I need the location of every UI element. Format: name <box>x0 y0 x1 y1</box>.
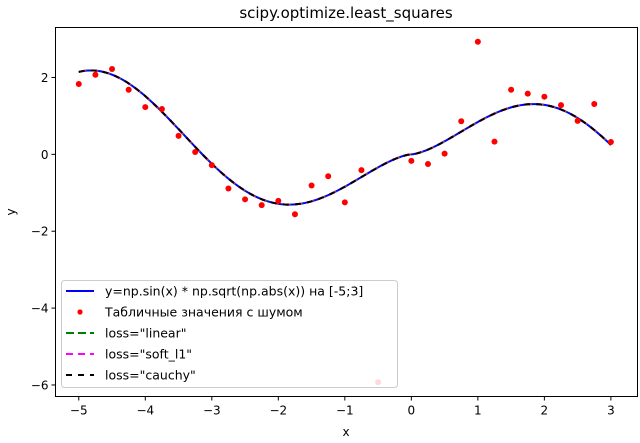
legend-box <box>61 280 398 388</box>
data-point <box>591 100 598 107</box>
data-point <box>491 138 498 145</box>
legend-label-curve: y=np.sin(x) * np.sqrt(np.abs(x)) на [-5;… <box>105 284 363 299</box>
x-tick-label: 3 <box>607 404 615 418</box>
y-tick-label: 0 <box>41 148 49 162</box>
y-tick-label: 2 <box>41 71 49 85</box>
legend: y=np.sin(x) * np.sqrt(np.abs(x)) на [-5;… <box>61 280 398 388</box>
data-point <box>109 66 116 73</box>
data-point <box>474 38 481 45</box>
legend-label-linear: loss="linear" <box>105 326 186 341</box>
y-tick-label: −4 <box>31 302 49 316</box>
fit-cauchy-line <box>78 69 612 206</box>
x-tick-label: 1 <box>474 404 482 418</box>
data-point <box>92 71 99 78</box>
y-tick-label: −2 <box>31 225 49 239</box>
legend-label-scatter: Табличные значения с шумом <box>104 305 303 320</box>
data-point <box>574 117 581 124</box>
y-tick-label: −6 <box>31 378 49 392</box>
data-point <box>175 132 182 139</box>
data-point <box>258 202 265 209</box>
data-point <box>275 197 282 204</box>
x-tick-label: 0 <box>408 404 416 418</box>
tick-group: −5 −4 −3 −2 −1 0 1 2 3 −6 −4 −2 0 2 <box>31 71 615 418</box>
x-tick-label: −3 <box>203 404 221 418</box>
data-point <box>325 173 332 180</box>
data-point <box>75 81 82 88</box>
data-point <box>192 149 199 156</box>
x-tick-label: 2 <box>541 404 549 418</box>
data-point <box>458 118 465 125</box>
legend-label-soft-l1: loss="soft_l1" <box>105 347 192 362</box>
data-point <box>558 102 565 109</box>
data-point <box>125 86 132 93</box>
curve-group <box>78 69 612 206</box>
legend-marker-scatter <box>77 309 83 315</box>
data-point <box>424 160 431 167</box>
data-point <box>242 196 249 203</box>
data-point <box>291 211 298 218</box>
data-point <box>308 182 315 189</box>
x-tick-label: −2 <box>269 404 287 418</box>
data-point <box>358 167 365 174</box>
data-point <box>142 104 149 111</box>
data-point <box>208 162 215 169</box>
data-point <box>225 185 232 192</box>
legend-label-cauchy: loss="cauchy" <box>105 368 196 383</box>
x-tick-label: −1 <box>336 404 354 418</box>
scatter-group <box>75 38 614 386</box>
y-axis-title: y <box>4 208 18 215</box>
x-tick-label: −5 <box>70 404 88 418</box>
data-point <box>541 93 548 100</box>
plot-frame <box>55 27 638 397</box>
x-tick-label: −4 <box>136 404 154 418</box>
x-axis-title: x <box>342 425 349 439</box>
data-point <box>607 139 614 146</box>
chart-title: scipy.optimize.least_squares <box>239 4 453 23</box>
data-point <box>524 90 531 97</box>
data-point <box>508 86 515 93</box>
data-point <box>341 199 348 206</box>
data-point <box>408 157 415 164</box>
data-point <box>441 150 448 157</box>
data-point <box>158 105 165 112</box>
